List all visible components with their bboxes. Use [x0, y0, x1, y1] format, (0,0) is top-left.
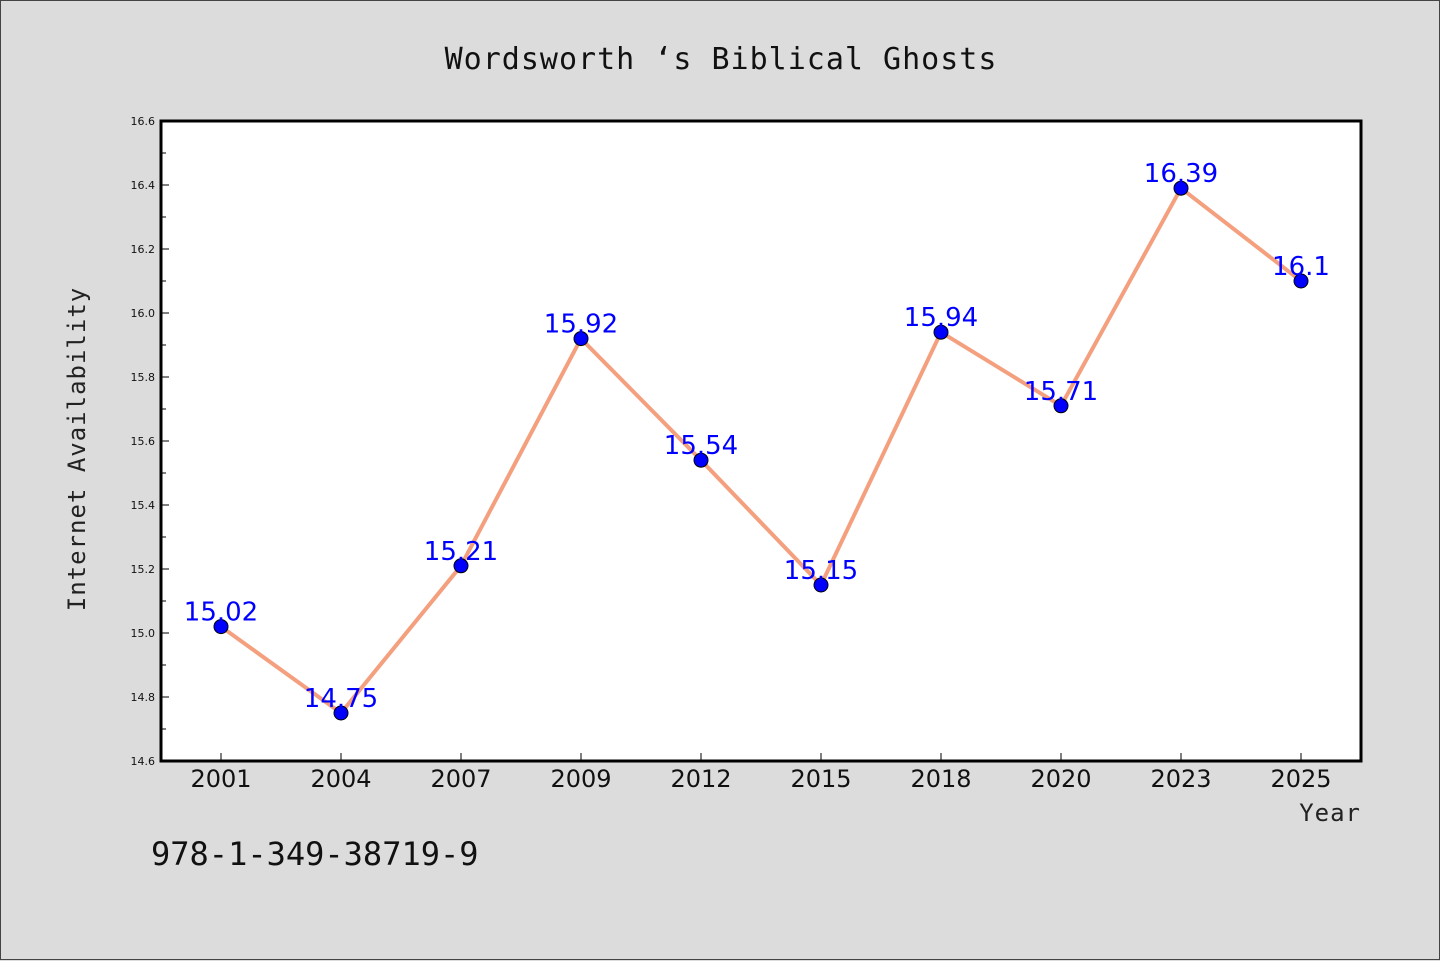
- chart-title: Wordsworth ‘s Biblical Ghosts: [445, 42, 998, 77]
- data-label: 15.21: [424, 537, 498, 567]
- y-tick-label: 15.6: [131, 435, 156, 448]
- y-axis: 14.6 14.8 15.0 15.2 15.4 15.6 15.8 16.0 16.2 16.4…: [131, 115, 169, 768]
- data-label: 14.75: [304, 684, 378, 714]
- x-tick-label: 2018: [910, 765, 971, 793]
- y-tick-label: 15.4: [131, 499, 156, 512]
- data-point: [333, 705, 349, 721]
- data-label: 15.02: [184, 598, 258, 628]
- y-tick-label: 15.2: [131, 563, 156, 576]
- data-point: [1293, 273, 1309, 289]
- data-point: [1173, 180, 1189, 196]
- y-tick-label: 16.2: [131, 243, 156, 256]
- y-tick-label: 16.0: [131, 307, 156, 320]
- data-point: [693, 452, 709, 468]
- y-tick-label: 15.8: [131, 371, 156, 384]
- x-tick-label: 2009: [550, 765, 611, 793]
- data-point: [453, 558, 469, 574]
- y-tick-label: 16.4: [131, 179, 156, 192]
- plot-border: [159, 119, 1363, 763]
- data-label: 15.15: [784, 556, 858, 586]
- x-tick-label: 2012: [670, 765, 731, 793]
- marker-group: [213, 180, 1309, 721]
- x-tick-label: 2015: [790, 765, 851, 793]
- series-line: [219, 186, 1303, 715]
- data-point: [813, 577, 829, 593]
- x-tick-label: 2007: [430, 765, 491, 793]
- y-axis-label: Internet Availability: [63, 287, 91, 611]
- data-point: [933, 324, 949, 340]
- x-tick-label: 2004: [310, 765, 371, 793]
- data-point: [213, 619, 229, 635]
- x-axis-label: Year: [1299, 799, 1361, 827]
- data-label: 16.1: [1272, 252, 1330, 282]
- x-tick-label: 2001: [190, 765, 251, 793]
- isbn-text: 978-1-349-38719-9: [151, 835, 479, 873]
- y-tick-label: 14.8: [131, 691, 156, 704]
- series-line-group: [219, 186, 1303, 715]
- data-point: [1053, 398, 1069, 414]
- x-axis: 2001 2004 2007 2009 2012 2015 2018 2020 2023 2025: [190, 753, 1332, 793]
- y-tick-label: 14.6: [131, 755, 156, 768]
- data-label: 16.39: [1144, 159, 1218, 189]
- y-tick-label: 15.0: [131, 627, 156, 640]
- plot-area: [161, 121, 1361, 761]
- y-tick-label: 16.6: [131, 115, 156, 128]
- data-label: 15.54: [664, 431, 738, 461]
- x-tick-label: 2020: [1030, 765, 1091, 793]
- data-label: 15.92: [544, 310, 618, 340]
- x-tick-label: 2023: [1150, 765, 1211, 793]
- data-label: 15.94: [904, 303, 978, 333]
- data-label: 15.71: [1024, 377, 1098, 407]
- data-point: [573, 331, 589, 347]
- data-label-group: 15.02 14.75 15.21 15.92 15.54 15.15 15.94 15.71…: [184, 159, 1330, 714]
- x-tick-label: 2025: [1270, 765, 1331, 793]
